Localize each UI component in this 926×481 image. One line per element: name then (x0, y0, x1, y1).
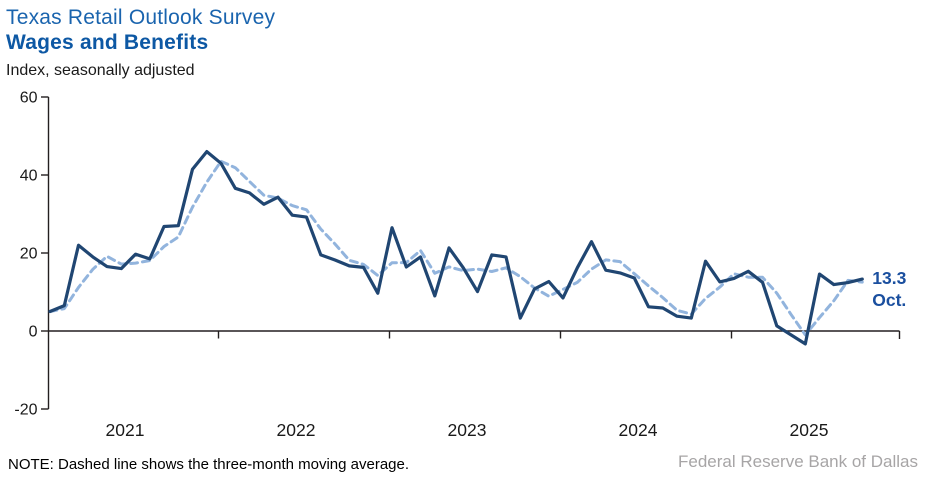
y-tick-label: 0 (29, 324, 38, 341)
y-tick-label: 40 (20, 168, 38, 185)
chart-title: Texas Retail Outlook Survey (6, 6, 276, 29)
index-line (48, 150, 864, 346)
last-month-label: Oct. (872, 290, 906, 310)
last-value-label: 13.3 (872, 268, 906, 288)
y-tick-label: 20 (20, 246, 38, 263)
y-tick-label: 60 (20, 90, 38, 107)
axis-units-note: Index, seasonally adjusted (6, 62, 195, 79)
x-year-label: 2021 (106, 420, 145, 440)
x-year-label: 2022 (277, 420, 316, 440)
chart-subtitle: Wages and Benefits (6, 31, 209, 54)
x-year-label: 2024 (619, 420, 658, 440)
moving-average-line (48, 159, 864, 337)
x-year-label: 2023 (448, 420, 487, 440)
source-credit: Federal Reserve Bank of Dallas (677, 452, 918, 471)
y-tick-label: -20 (14, 402, 37, 419)
x-year-label: 2025 (790, 420, 829, 440)
footer-note: NOTE: Dashed line shows the three-month … (8, 456, 410, 473)
